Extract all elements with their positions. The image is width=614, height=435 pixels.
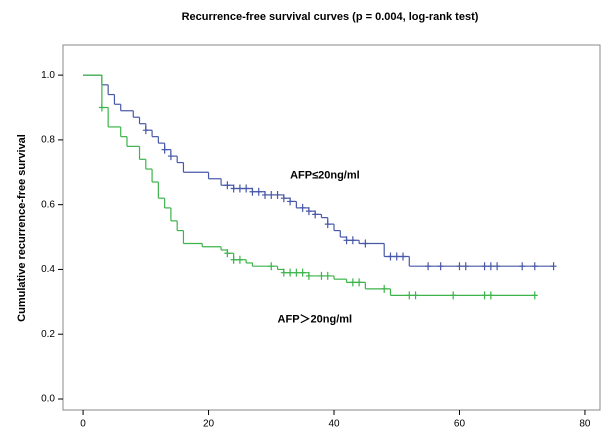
censor-mark bbox=[406, 291, 413, 300]
censor-mark bbox=[450, 291, 457, 300]
censor-mark bbox=[381, 284, 388, 293]
legend-label: AFP＞20ng/ml bbox=[278, 314, 353, 326]
censor-mark bbox=[487, 291, 494, 300]
censor-mark bbox=[236, 184, 243, 193]
censor-mark bbox=[224, 249, 231, 258]
censor-mark bbox=[531, 291, 538, 300]
censor-mark bbox=[230, 255, 237, 264]
censor-mark bbox=[161, 145, 168, 154]
censor-mark bbox=[519, 262, 526, 271]
censor-mark bbox=[318, 271, 325, 280]
y-tick-label: 0.2 bbox=[41, 329, 55, 340]
censor-mark bbox=[324, 271, 331, 280]
censor-mark bbox=[393, 252, 400, 261]
x-tick-label: 80 bbox=[579, 419, 591, 430]
censor-mark bbox=[262, 190, 269, 199]
censor-mark bbox=[343, 236, 350, 245]
x-tick-label: 0 bbox=[80, 419, 86, 430]
censor-mark bbox=[268, 262, 275, 271]
censor-mark bbox=[142, 126, 149, 135]
plot-frame bbox=[62, 44, 601, 411]
censor-mark bbox=[224, 181, 231, 190]
y-tick-label: 0.0 bbox=[41, 394, 55, 405]
censor-mark bbox=[293, 268, 300, 277]
censor-mark bbox=[462, 262, 469, 271]
censor-mark bbox=[299, 203, 306, 212]
y-axis-label: Cumulative recurrence-free survival bbox=[16, 134, 28, 322]
censor-mark bbox=[487, 262, 494, 271]
censor-mark bbox=[349, 236, 356, 245]
censor-mark bbox=[356, 278, 363, 287]
censor-mark bbox=[255, 187, 262, 196]
censor-mark bbox=[287, 197, 294, 206]
censor-mark bbox=[481, 262, 488, 271]
censor-mark bbox=[550, 262, 557, 271]
censor-mark bbox=[324, 220, 331, 229]
x-tick-label: 60 bbox=[454, 419, 466, 430]
censor-mark bbox=[243, 184, 250, 193]
censor-mark bbox=[400, 252, 407, 261]
censor-mark bbox=[274, 190, 281, 199]
y-tick-label: 0.4 bbox=[41, 264, 55, 275]
censor-mark bbox=[362, 239, 369, 248]
censor-mark bbox=[287, 268, 294, 277]
censor-mark bbox=[230, 184, 237, 193]
censor-mark bbox=[305, 207, 312, 216]
censor-mark bbox=[437, 262, 444, 271]
censor-mark bbox=[236, 255, 243, 264]
y-tick-label: 0.6 bbox=[41, 199, 55, 210]
censor-mark bbox=[280, 268, 287, 277]
y-tick-label: 0.8 bbox=[41, 135, 55, 146]
censor-mark bbox=[167, 152, 174, 161]
x-tick-label: 20 bbox=[203, 419, 215, 430]
censor-mark bbox=[494, 262, 501, 271]
censor-mark bbox=[531, 262, 538, 271]
y-tick-label: 1.0 bbox=[41, 70, 55, 81]
censor-mark bbox=[425, 262, 432, 271]
censor-mark bbox=[299, 268, 306, 277]
censor-mark bbox=[249, 187, 256, 196]
censor-mark bbox=[349, 278, 356, 287]
censor-mark bbox=[387, 252, 394, 261]
censor-mark bbox=[280, 194, 287, 203]
censor-mark bbox=[456, 262, 463, 271]
chart-title: Recurrence-free survival curves (p = 0.0… bbox=[182, 11, 479, 23]
censor-mark bbox=[268, 190, 275, 199]
censor-mark bbox=[312, 210, 319, 219]
legend-label: AFP≤20ng/ml bbox=[290, 169, 360, 181]
censor-mark bbox=[481, 291, 488, 300]
censor-mark bbox=[98, 103, 105, 112]
censor-mark bbox=[412, 291, 419, 300]
x-tick-label: 40 bbox=[328, 419, 340, 430]
censor-mark bbox=[305, 271, 312, 280]
